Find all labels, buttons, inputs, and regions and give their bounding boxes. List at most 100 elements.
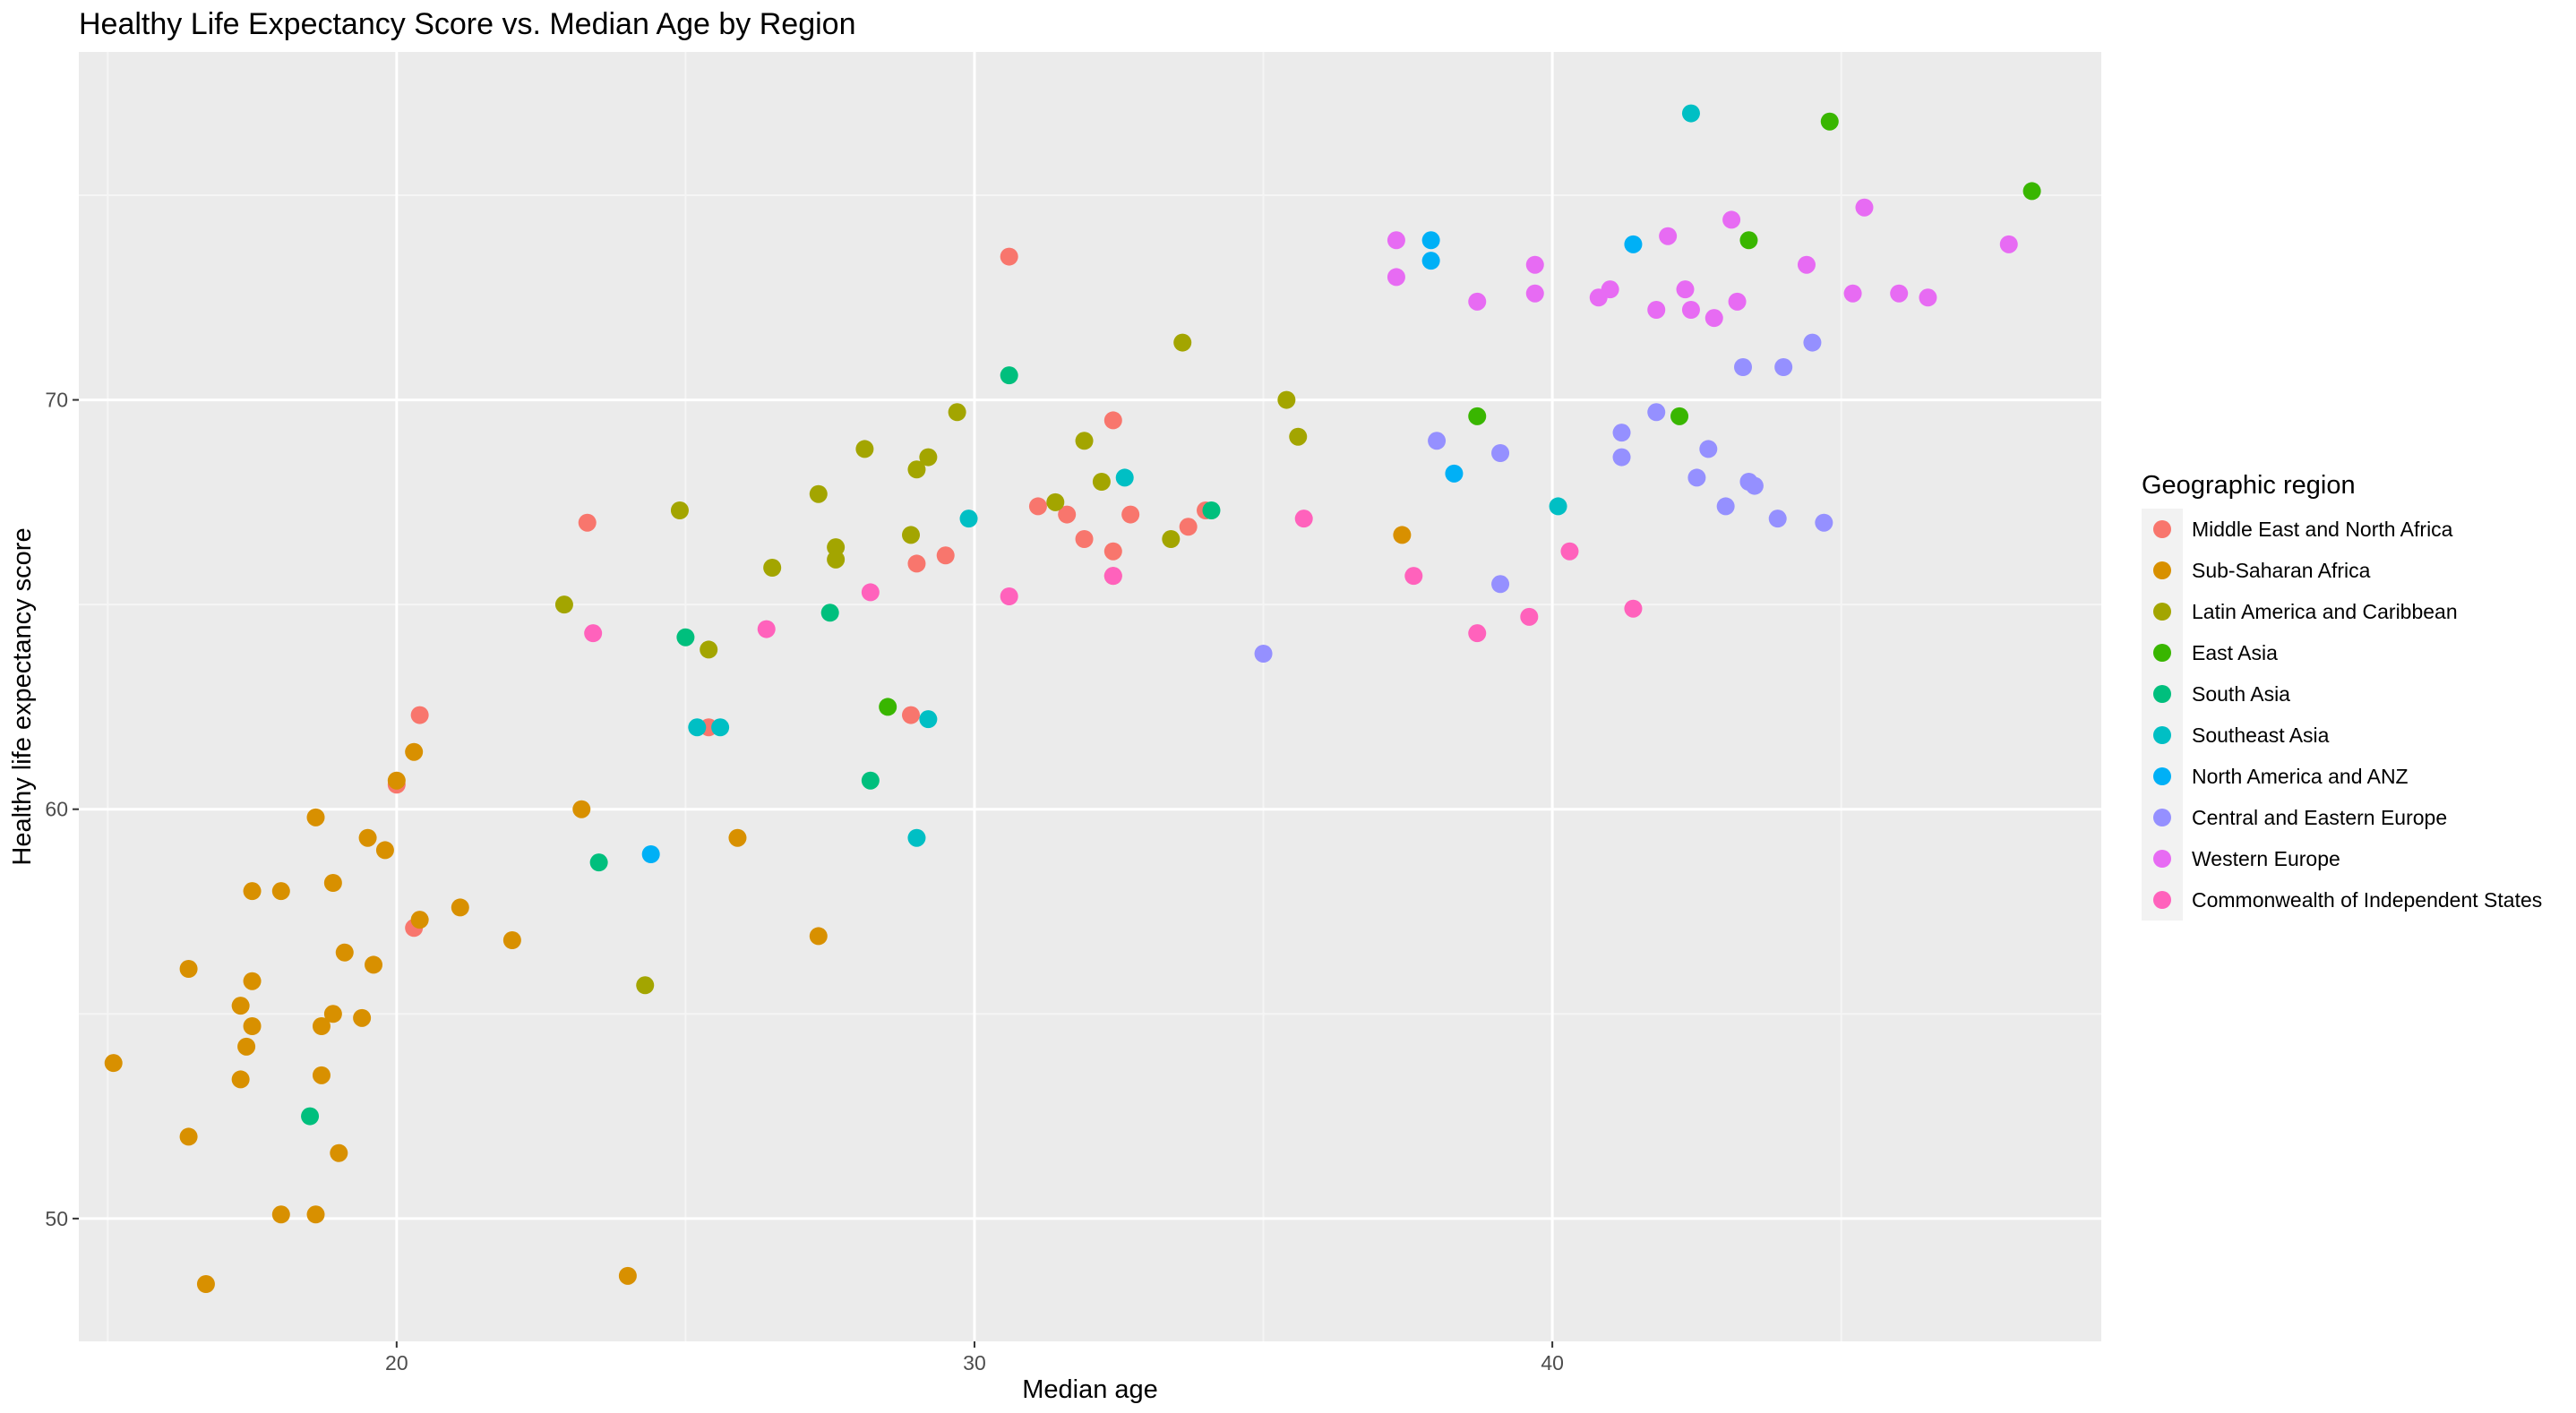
- legend-item: Western Europe: [2153, 847, 2340, 870]
- data-point: [1722, 210, 1741, 229]
- series-3: [879, 112, 2041, 716]
- data-point: [405, 742, 424, 761]
- data-point: [196, 1275, 215, 1293]
- data-point: [1734, 358, 1753, 376]
- data-point: [231, 997, 250, 1015]
- data-point: [1659, 227, 1678, 245]
- legend-swatch: [2153, 767, 2171, 785]
- data-point: [179, 960, 198, 978]
- data-point: [301, 1107, 320, 1126]
- series-9: [584, 510, 1643, 643]
- legend-label: Middle East and North Africa: [2192, 518, 2453, 541]
- data-point: [763, 559, 782, 577]
- data-point: [1121, 505, 1140, 524]
- data-point: [104, 1054, 123, 1073]
- data-point: [1075, 530, 1094, 548]
- data-point: [1387, 268, 1405, 287]
- data-point: [1046, 492, 1065, 511]
- data-point: [243, 1017, 262, 1035]
- data-point: [809, 484, 828, 503]
- data-point: [1393, 526, 1412, 544]
- data-point: [1647, 301, 1666, 319]
- data-point: [1421, 231, 1440, 250]
- y-tick-label: 70: [45, 389, 68, 412]
- data-point: [306, 808, 325, 826]
- y-axis-ticks: 50 60 70: [45, 389, 79, 1230]
- data-point: [353, 1008, 372, 1027]
- data-point: [584, 624, 603, 643]
- legend-swatch: [2153, 644, 2171, 662]
- legend-swatch: [2153, 603, 2171, 621]
- data-point: [1999, 235, 2018, 253]
- data-point: [1745, 476, 1764, 495]
- data-point: [1092, 473, 1111, 491]
- data-point: [902, 706, 921, 724]
- data-point: [907, 460, 926, 479]
- data-point: [335, 943, 354, 962]
- legend-label: Southeast Asia: [2192, 724, 2330, 747]
- data-point: [1075, 432, 1094, 450]
- data-point: [312, 1017, 331, 1035]
- data-point: [948, 403, 966, 422]
- series-2: [554, 333, 1308, 995]
- data-point: [618, 1266, 637, 1285]
- data-point: [879, 698, 897, 716]
- data-point: [2022, 182, 2041, 201]
- legend-swatch: [2153, 561, 2171, 579]
- data-point: [231, 1070, 250, 1089]
- legend-swatch: [2153, 809, 2171, 826]
- legend-label: Latin America and Caribbean: [2192, 600, 2458, 623]
- data-point: [1254, 645, 1273, 663]
- data-point: [323, 1005, 342, 1023]
- legend-swatch: [2153, 726, 2171, 744]
- data-point: [1815, 513, 1833, 532]
- data-point: [1468, 624, 1487, 643]
- y-tick-label: 50: [45, 1207, 68, 1230]
- series-7: [1254, 333, 1833, 663]
- minor-gridlines: [79, 52, 2101, 1341]
- data-point: [1468, 292, 1487, 311]
- x-tick-label: 40: [1541, 1351, 1564, 1374]
- data-point: [1797, 255, 1816, 274]
- data-point: [1387, 231, 1405, 250]
- data-point: [578, 513, 597, 532]
- legend-swatch: [2153, 891, 2171, 909]
- data-point: [1525, 255, 1544, 274]
- data-point: [1491, 444, 1510, 462]
- legend-item: Commonwealth of Independent States: [2153, 888, 2542, 912]
- legend-label: East Asia: [2192, 641, 2278, 664]
- series-5: [688, 104, 1700, 847]
- data-point: [1525, 284, 1544, 303]
- data-point: [641, 845, 660, 863]
- data-point: [1028, 497, 1047, 516]
- data-point: [711, 718, 730, 737]
- legend-item: South Asia: [2153, 682, 2290, 706]
- x-axis-title: Median age: [1022, 1375, 1158, 1404]
- data-point: [907, 828, 926, 847]
- data-point: [1103, 567, 1122, 586]
- legend-items: Middle East and North Africa Sub-Saharan …: [2142, 509, 2542, 921]
- legend-swatch: [2153, 520, 2171, 538]
- data-point: [728, 828, 747, 847]
- series-6: [641, 231, 1643, 863]
- data-point: [306, 1205, 325, 1224]
- data-point: [1289, 427, 1308, 446]
- legend-item: Central and Eastern Europe: [2153, 806, 2447, 829]
- legend-label: Western Europe: [2192, 847, 2340, 870]
- data-point: [959, 510, 978, 528]
- data-point: [936, 546, 955, 565]
- legend-label: Sub-Saharan Africa: [2192, 559, 2371, 582]
- data-point: [271, 1205, 290, 1224]
- data-point: [1681, 104, 1700, 123]
- data-point: [1676, 280, 1695, 299]
- data-point: [1162, 530, 1181, 548]
- data-point: [451, 898, 469, 917]
- data-point: [1855, 198, 1874, 217]
- data-point: [1612, 424, 1631, 442]
- y-tick-label: 60: [45, 798, 68, 821]
- data-point: [1202, 501, 1221, 519]
- data-point: [1647, 403, 1666, 422]
- series-1: [104, 526, 1412, 1293]
- legend-item: North America and ANZ: [2153, 765, 2409, 788]
- data-point: [410, 706, 429, 724]
